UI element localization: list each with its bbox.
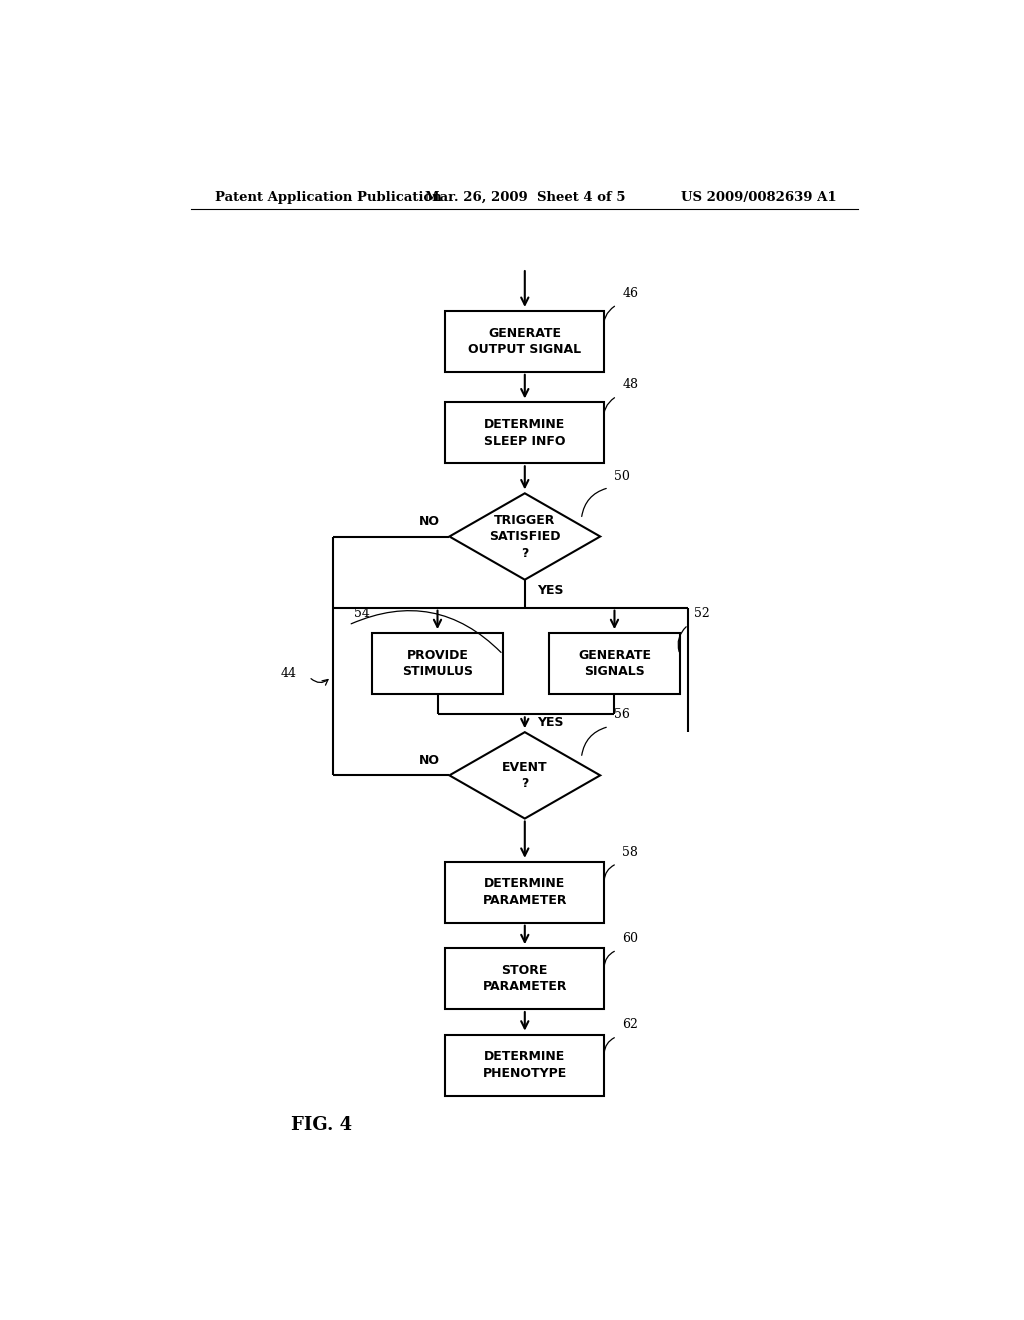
Text: YES: YES [537,585,563,598]
Polygon shape [450,494,600,579]
Bar [549,634,680,694]
Text: 46: 46 [623,286,638,300]
Bar [372,634,503,694]
Bar [445,862,604,923]
Text: FIG. 4: FIG. 4 [291,1117,352,1134]
Text: 54: 54 [354,607,370,620]
Text: DETERMINE
SLEEP INFO: DETERMINE SLEEP INFO [484,418,565,447]
Text: US 2009/0082639 A1: US 2009/0082639 A1 [681,191,837,205]
Text: STORE
PARAMETER: STORE PARAMETER [482,964,567,994]
Bar [445,1035,604,1096]
Text: 50: 50 [614,470,631,483]
Text: 58: 58 [623,846,638,859]
Text: DETERMINE
PHENOTYPE: DETERMINE PHENOTYPE [482,1051,567,1080]
Polygon shape [450,733,600,818]
Text: 62: 62 [623,1019,638,1031]
Text: PROVIDE
STIMULUS: PROVIDE STIMULUS [402,649,473,678]
Text: 44: 44 [281,667,297,680]
Text: 56: 56 [614,709,631,722]
Text: TRIGGER
SATISFIED
?: TRIGGER SATISFIED ? [489,513,560,560]
Text: Mar. 26, 2009  Sheet 4 of 5: Mar. 26, 2009 Sheet 4 of 5 [425,191,625,205]
Text: 48: 48 [623,378,638,391]
Bar [445,948,604,1008]
Bar [445,403,604,463]
Text: EVENT
?: EVENT ? [502,760,548,791]
Text: Patent Application Publication: Patent Application Publication [215,191,442,205]
Text: DETERMINE
PARAMETER: DETERMINE PARAMETER [482,878,567,907]
Text: 60: 60 [623,932,638,945]
Text: YES: YES [537,717,563,730]
Bar [445,312,604,372]
Text: NO: NO [419,754,440,767]
Text: GENERATE
OUTPUT SIGNAL: GENERATE OUTPUT SIGNAL [468,326,582,356]
Text: NO: NO [419,515,440,528]
Text: 52: 52 [694,607,710,620]
Text: GENERATE
SIGNALS: GENERATE SIGNALS [578,649,651,678]
